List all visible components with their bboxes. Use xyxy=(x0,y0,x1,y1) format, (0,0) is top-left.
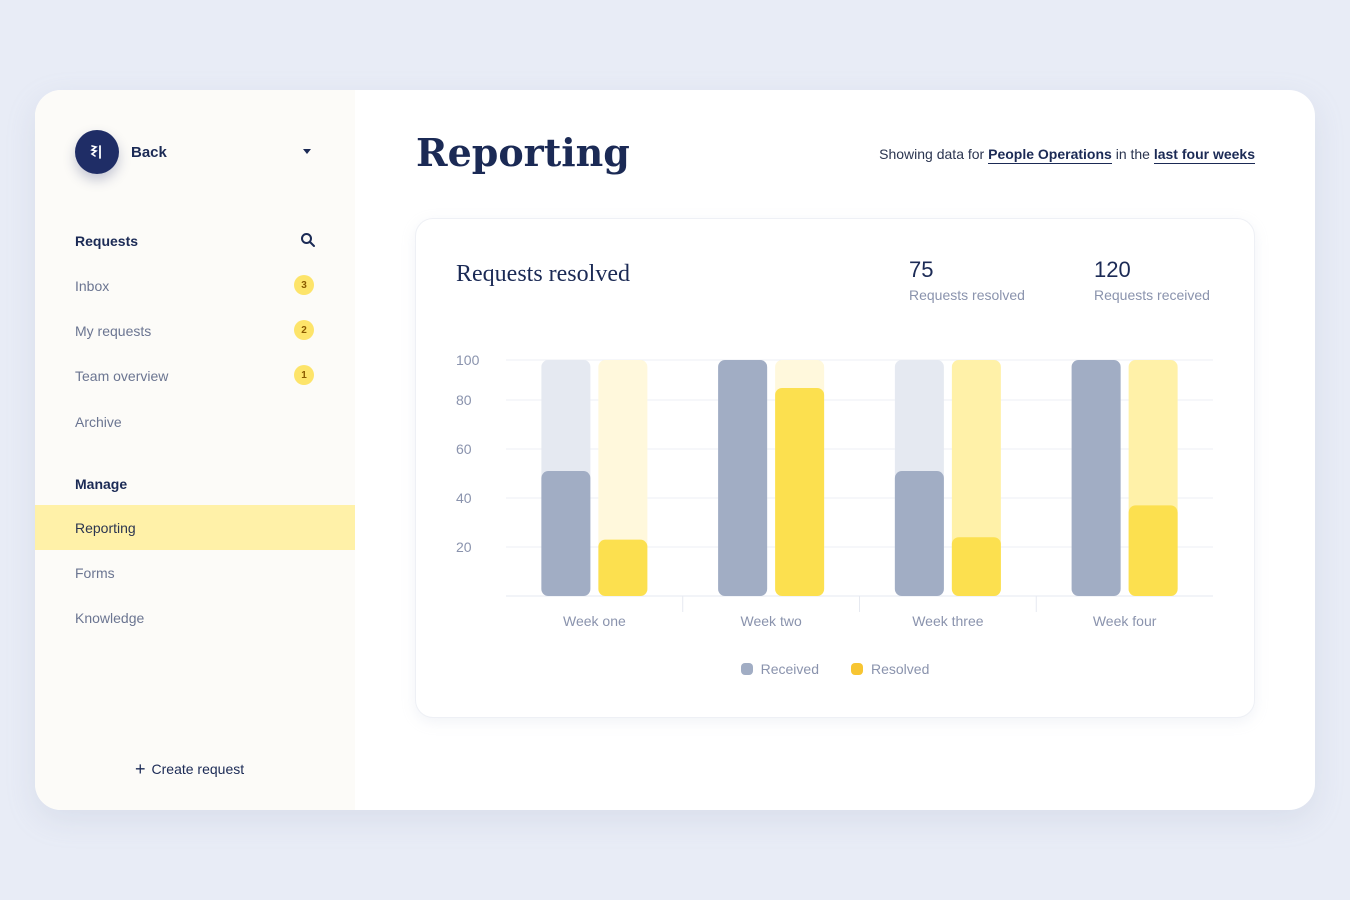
report-card: Requests resolved 75 Requests resolved 1… xyxy=(415,218,1255,718)
logo-icon xyxy=(75,130,119,174)
page-title: Reporting xyxy=(416,130,630,175)
bar-received xyxy=(1071,360,1121,596)
resolved-track xyxy=(598,360,648,596)
bar-resolved xyxy=(598,539,648,596)
section-manage: Manage xyxy=(75,476,128,492)
period-filter-link[interactable]: last four weeks xyxy=(1153,146,1255,164)
back-label: Back xyxy=(131,143,167,161)
legend-item-resolved: Resolved xyxy=(851,661,929,677)
y-tick-label: 100 xyxy=(456,352,480,368)
bar-received xyxy=(894,471,944,596)
bar-resolved xyxy=(951,537,1001,596)
stat-value: 120 xyxy=(1094,257,1131,282)
workspace-switcher[interactable]: Back xyxy=(75,130,315,174)
count-badge: 1 xyxy=(294,365,314,385)
sidebar: Back Requests Inbox 3 My requests 2 Team… xyxy=(35,90,355,810)
sidebar-item-label: Forms xyxy=(75,564,115,581)
sidebar-item-reporting[interactable]: Reporting xyxy=(35,505,355,550)
legend-swatch-received xyxy=(740,663,753,675)
x-tick-label: Week one xyxy=(563,613,626,629)
card-title: Requests resolved xyxy=(456,261,630,287)
sidebar-item-forms[interactable]: Forms xyxy=(35,550,355,595)
plus-icon: + xyxy=(135,759,146,779)
bar-received xyxy=(541,471,591,596)
filter-mid: in the xyxy=(1115,146,1150,162)
sidebar-item-label: Knowledge xyxy=(75,609,145,626)
bar-received xyxy=(718,360,768,596)
bar-chart: 20 40 60 80 100 Week one Week two Week three Wee… xyxy=(456,352,1213,629)
legend-swatch-resolved xyxy=(851,663,863,675)
sidebar-item-archive[interactable]: Archive xyxy=(35,399,355,444)
search-icon[interactable] xyxy=(300,232,316,248)
sidebar-item-team-overview[interactable]: Team overview 1 xyxy=(35,353,355,398)
stat-label: Requests received xyxy=(1094,287,1210,303)
sidebar-item-label: Archive xyxy=(75,413,122,430)
x-tick-label: Week two xyxy=(741,613,802,629)
y-tick-label: 20 xyxy=(456,539,472,555)
sidebar-item-inbox[interactable]: Inbox 3 xyxy=(35,263,355,308)
count-badge: 3 xyxy=(294,275,314,295)
legend-label: Resolved xyxy=(871,661,930,677)
sidebar-item-label: Reporting xyxy=(75,519,136,536)
legend-label: Received xyxy=(760,661,819,677)
count-badge: 2 xyxy=(294,320,314,340)
x-tick-label: Week four xyxy=(1093,613,1157,629)
sidebar-item-label: Team overview xyxy=(75,367,169,384)
sidebar-item-label: My requests xyxy=(75,322,152,339)
stat-value: 75 xyxy=(909,257,934,282)
filter-prefix: Showing data for xyxy=(879,146,985,162)
y-tick-label: 60 xyxy=(456,441,472,457)
data-filter: Showing data for People Operations in th… xyxy=(879,146,1255,164)
bar-resolved xyxy=(775,388,825,596)
bar-resolved xyxy=(1128,505,1178,596)
stat-resolved: 75 Requests resolved xyxy=(909,257,1025,303)
x-tick-label: Week three xyxy=(912,613,984,629)
team-filter-link[interactable]: People Operations xyxy=(988,146,1112,164)
y-tick-label: 80 xyxy=(456,392,472,408)
create-request-label: Create request xyxy=(151,761,245,777)
create-request-button[interactable]: + Create request xyxy=(135,760,244,778)
y-tick-label: 40 xyxy=(456,490,472,506)
sidebar-item-my-requests[interactable]: My requests 2 xyxy=(35,308,355,353)
chevron-down-icon[interactable] xyxy=(303,149,311,154)
app-window: Back Requests Inbox 3 My requests 2 Team… xyxy=(35,90,1315,810)
section-requests: Requests xyxy=(75,233,139,249)
legend-item-received: Received xyxy=(740,661,819,677)
chart-legend: Received Resolved xyxy=(416,661,1254,677)
sidebar-item-label: Inbox xyxy=(75,277,110,294)
sidebar-item-knowledge[interactable]: Knowledge xyxy=(35,595,355,640)
stat-received: 120 Requests received xyxy=(1094,257,1210,303)
stat-label: Requests resolved xyxy=(909,287,1025,303)
resolved-track xyxy=(951,360,1001,596)
